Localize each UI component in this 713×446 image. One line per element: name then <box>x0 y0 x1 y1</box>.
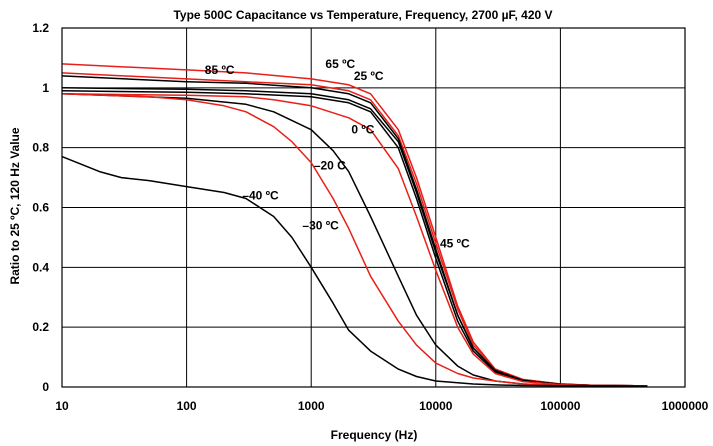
x-tick-label: 10000 <box>419 399 453 413</box>
y-axis-title: Ratio to 25 ºC, 120 Hz Value <box>8 127 22 284</box>
curve-label: –40 ºC <box>242 189 279 203</box>
y-tick-label: 0.8 <box>32 141 49 155</box>
curve-label: 45 ºC <box>440 236 470 250</box>
series-line <box>61 93 648 387</box>
plot-border <box>61 27 686 388</box>
x-axis-title: Frequency (Hz) <box>331 428 418 442</box>
series-line <box>61 155 648 387</box>
curve-label: 65 ºC <box>325 57 355 71</box>
y-tick-label: 1.2 <box>32 21 49 35</box>
curve-label: –30 ºC <box>302 218 339 232</box>
y-tick-label: 0.2 <box>32 320 49 334</box>
curve-label: 85 ºC <box>205 63 235 77</box>
series-lines <box>61 63 648 387</box>
curve-label: 0 ºC <box>351 123 374 137</box>
x-tick-label: 10 <box>55 399 69 413</box>
y-tick-label: 0.4 <box>32 260 49 274</box>
x-tick-label: 100000 <box>540 399 580 413</box>
chart-title: Type 500C Capacitance vs Temperature, Fr… <box>173 8 552 22</box>
curve-label: –20 C <box>314 159 346 173</box>
y-tick-label: 0 <box>42 380 49 394</box>
tick-labels: 10 100 1000 10000 100000 1000000 0 0.2 0.4 0.6 0.8… <box>32 21 708 413</box>
x-tick-label: 1000000 <box>662 399 709 413</box>
plot-frame <box>61 27 686 388</box>
y-tick-label: 1 <box>42 81 49 95</box>
y-tick-label: 0.6 <box>32 201 49 215</box>
series-line <box>61 93 648 387</box>
curve-label: 25 ºC <box>354 69 384 83</box>
x-tick-label: 1000 <box>298 399 325 413</box>
x-tick-label: 100 <box>177 399 197 413</box>
